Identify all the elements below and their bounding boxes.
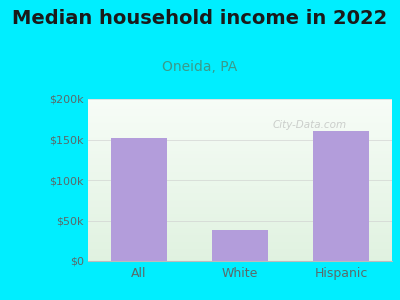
Text: City-Data.com: City-Data.com bbox=[273, 120, 347, 130]
Text: Oneida, PA: Oneida, PA bbox=[162, 60, 238, 74]
Text: Median household income in 2022: Median household income in 2022 bbox=[12, 9, 388, 28]
Bar bbox=[314, 131, 369, 261]
Bar bbox=[212, 230, 268, 261]
Bar bbox=[111, 138, 166, 261]
